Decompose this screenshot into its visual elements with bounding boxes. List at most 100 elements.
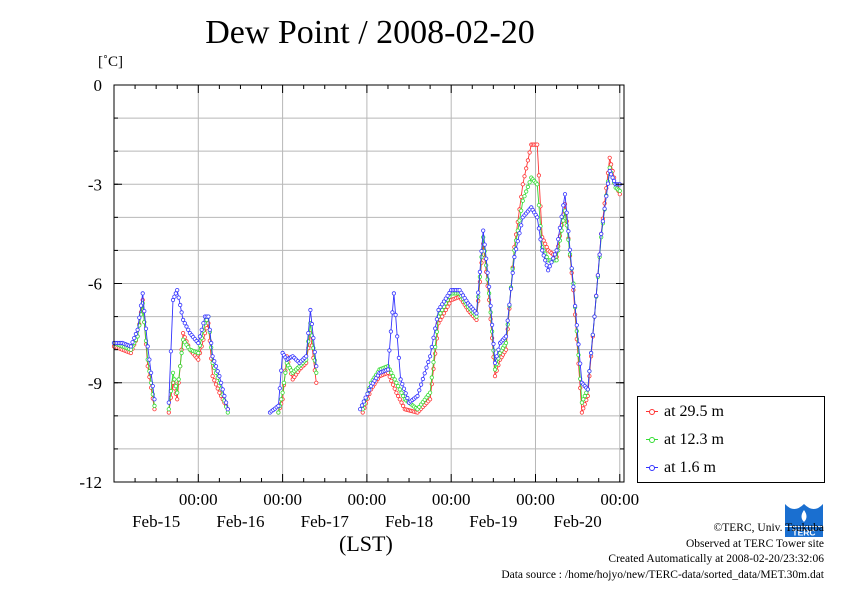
series-point [150, 383, 155, 389]
series-point [209, 340, 214, 346]
series-point [571, 284, 576, 289]
series-point [491, 341, 496, 346]
series-point [482, 242, 487, 247]
series-point [557, 225, 563, 230]
legend: at 29.5 m at 12.3 m at 1.6 m [637, 396, 825, 483]
series-point [142, 308, 147, 314]
series-point [494, 354, 499, 359]
series-point [438, 304, 443, 310]
series-point [422, 371, 427, 376]
series-point [508, 286, 514, 291]
series-point [535, 182, 540, 187]
series-point [387, 374, 392, 379]
series-point [304, 354, 309, 359]
series-point [604, 194, 609, 199]
series-point [357, 407, 363, 412]
series-point [427, 354, 433, 359]
series-point [585, 387, 590, 392]
series-point [128, 344, 133, 349]
series-point [217, 390, 222, 395]
legend-swatch-blue [646, 463, 658, 473]
source-text: Data source : /home/hojyo/new/TERC-data/… [501, 568, 824, 581]
series-point [484, 256, 489, 261]
x-time-label: 00:00 [348, 490, 387, 509]
series-point [175, 287, 180, 293]
series-point [581, 397, 586, 402]
series-point [540, 248, 545, 253]
series-point [395, 393, 401, 399]
series-point [277, 386, 282, 391]
series-point [217, 373, 222, 379]
series-point [513, 247, 519, 252]
series-point [166, 407, 171, 412]
series-point [581, 406, 586, 411]
series-point [519, 223, 524, 228]
series-point [306, 330, 311, 336]
series-point [438, 317, 443, 322]
series-point [283, 370, 288, 375]
y-axis-unit-label: [˚C] [98, 54, 123, 70]
series-point [360, 410, 365, 415]
series-point [152, 397, 157, 402]
series-point [562, 192, 568, 197]
series-point [535, 215, 540, 220]
series-point [396, 355, 401, 360]
series-point [545, 268, 551, 273]
series-point [170, 370, 176, 375]
x-time-label: 00:00 [179, 490, 218, 509]
series-point [397, 387, 402, 392]
credits-block: ©TERC, Univ. Tsukuba Observed at TERC To… [501, 521, 824, 583]
series-point [179, 310, 184, 315]
series-point [206, 314, 211, 319]
series-point [363, 395, 368, 400]
series-point [505, 318, 510, 323]
series-line [269, 309, 317, 413]
series-point [503, 340, 509, 346]
series-line [359, 169, 620, 410]
series-point [128, 347, 133, 352]
series-point [222, 393, 227, 399]
series-point [496, 347, 501, 352]
series-point [608, 162, 614, 167]
series-point [138, 303, 144, 308]
series-point [179, 350, 184, 356]
series-point [477, 269, 482, 274]
series-point [424, 365, 429, 370]
series-point [181, 330, 186, 336]
series-point [181, 317, 186, 322]
series-point [314, 370, 319, 375]
series-point [547, 264, 552, 269]
series-point [433, 326, 438, 331]
series-point [522, 194, 527, 199]
series-point [172, 294, 177, 299]
series-point [175, 397, 180, 402]
series-point [441, 299, 447, 304]
x-time-label: 00:00 [263, 490, 302, 509]
series-point [197, 334, 203, 339]
series-point [176, 295, 181, 300]
x-date-label: Feb-18 [385, 512, 433, 531]
x-date-label: Feb-15 [132, 512, 180, 531]
legend-label: at 12.3 m [664, 431, 724, 448]
series-point [488, 303, 493, 308]
series-point [434, 329, 439, 334]
series-point [170, 297, 176, 303]
series-point [173, 291, 178, 296]
series-point [554, 258, 559, 263]
series-point [607, 168, 612, 174]
series-point [219, 380, 224, 385]
series-point [517, 218, 522, 223]
series-point [427, 390, 433, 395]
series-point [564, 210, 569, 215]
series-point [172, 377, 177, 382]
series-point [602, 206, 607, 211]
chart-grid [114, 85, 624, 482]
series-point [559, 214, 564, 219]
series-point [403, 391, 408, 396]
series-point [592, 314, 597, 319]
series-point [510, 270, 515, 275]
y-tick-label: 0 [94, 76, 103, 95]
series-point [400, 381, 405, 387]
series-point [280, 390, 285, 395]
series-point [213, 382, 219, 387]
